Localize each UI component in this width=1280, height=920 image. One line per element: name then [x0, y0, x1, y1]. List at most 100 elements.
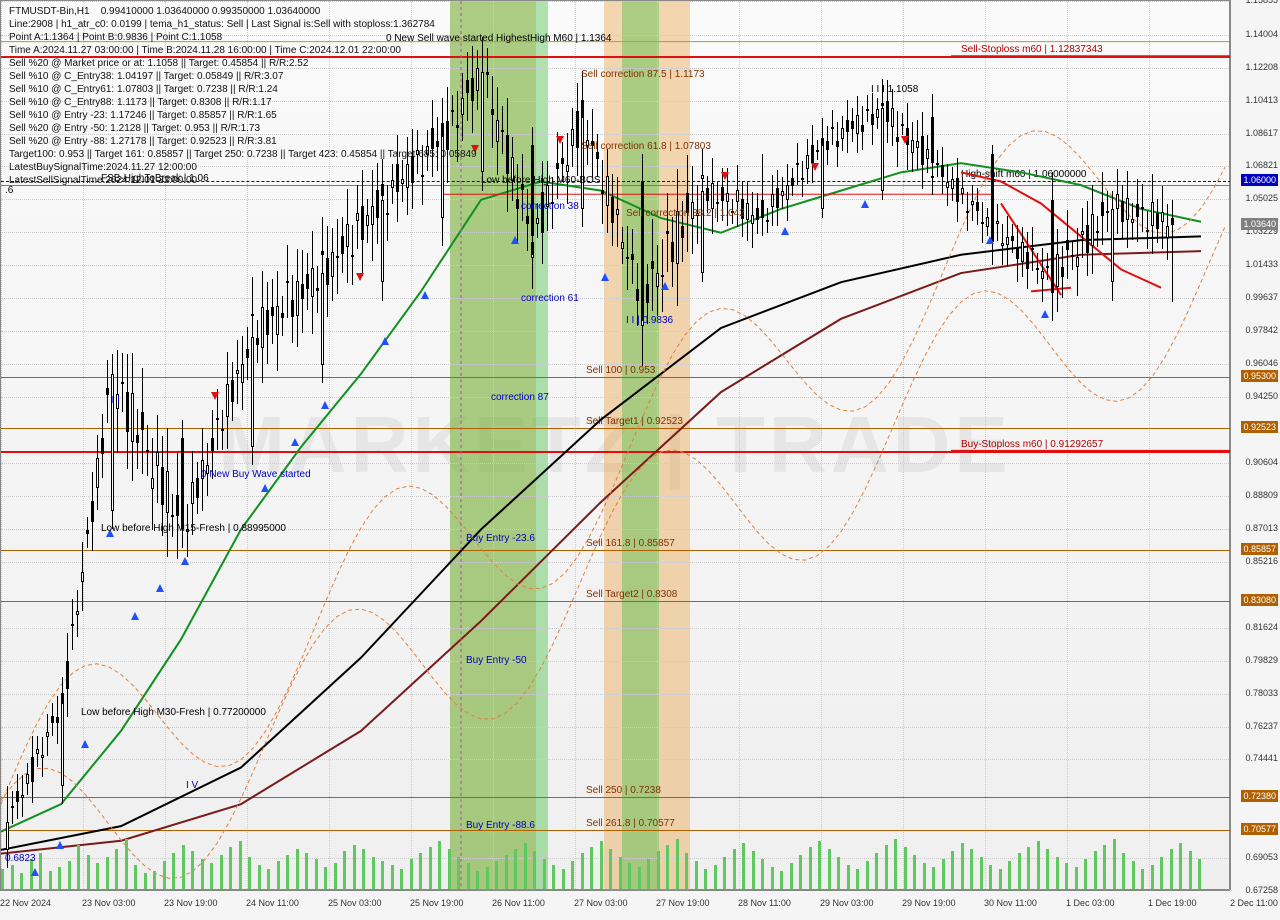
volume-bar: [315, 859, 318, 889]
volume-bar: [144, 873, 147, 889]
volume-bar: [476, 871, 479, 889]
y-tick: 0.88809: [1245, 490, 1278, 500]
signal-arrow: [381, 337, 389, 345]
volume-bar: [191, 851, 194, 889]
signal-arrow: [81, 740, 89, 748]
signal-arrow: [556, 136, 564, 144]
x-tick: 29 Nov 03:00: [820, 898, 874, 908]
x-tick: 24 Nov 11:00: [246, 898, 299, 908]
volume-bar: [486, 867, 489, 889]
y-tick: 0.79829: [1245, 655, 1278, 665]
price-tag: 0.85857: [1241, 543, 1278, 555]
volume-bar: [790, 863, 793, 889]
volume-bar: [277, 861, 280, 889]
volume-bar: [210, 863, 213, 889]
volume-bar: [856, 869, 859, 889]
x-tick: 2 Dec 11:00: [1230, 898, 1278, 908]
signal-arrow: [811, 163, 819, 171]
volume-bar: [258, 865, 261, 889]
volume-bar: [1141, 869, 1144, 889]
volume-bar: [125, 839, 128, 889]
price-tag: 1.06000: [1241, 174, 1278, 186]
y-tick: 0.99637: [1245, 292, 1278, 302]
volume-bar: [1075, 867, 1078, 889]
volume-bar: [1056, 857, 1059, 889]
info-line: Target100: 0.953 || Target 161: 0.85857 …: [9, 148, 477, 161]
volume-bar: [305, 853, 308, 889]
info-line: Sell %10 @ C_Entry38: 1.04197 || Target:…: [9, 70, 477, 83]
signal-arrow: [601, 273, 609, 281]
x-tick: 30 Nov 11:00: [984, 898, 1037, 908]
x-tick: 28 Nov 11:00: [738, 898, 791, 908]
volume-bar: [267, 869, 270, 889]
volume-bar: [866, 861, 869, 889]
volume-bar: [49, 871, 52, 889]
y-tick: 1.12208: [1245, 62, 1278, 72]
chart-annotation: Sell correction 61.8 | 1.07803: [581, 141, 711, 152]
y-tick: 0.90604: [1245, 457, 1278, 467]
volume-bar: [362, 849, 365, 889]
volume-bar: [723, 857, 726, 889]
volume-bar: [1094, 851, 1097, 889]
signal-arrow: [56, 841, 64, 849]
volume-bar: [1037, 841, 1040, 889]
chart-annotation: Low before High M15-Fresh | 0.88995000: [101, 523, 286, 534]
volume-bar: [1, 869, 4, 889]
volume-bar: [600, 841, 603, 889]
x-axis: 22 Nov 202423 Nov 03:0023 Nov 19:0024 No…: [0, 890, 1230, 920]
x-tick: 23 Nov 03:00: [82, 898, 136, 908]
volume-bar: [1046, 849, 1049, 889]
volume-bar: [999, 869, 1002, 889]
volume-bar: [1103, 845, 1106, 889]
chart-annotation: correction 38: [521, 201, 579, 212]
y-tick: 1.06821: [1245, 160, 1278, 170]
chart-annotation: Low before High M60-BOS: [481, 175, 601, 186]
signal-arrow: [721, 172, 729, 180]
volume-bar: [457, 857, 460, 889]
volume-bar: [638, 867, 641, 889]
volume-bar: [1160, 857, 1163, 889]
x-tick: 22 Nov 2024: [0, 898, 51, 908]
volume-bar: [733, 849, 736, 889]
volume-bar: [894, 839, 897, 889]
volume-bar: [647, 859, 650, 889]
info-line: Sell %20 @ Entry -88: 1.27178 || Target:…: [9, 135, 477, 148]
info-line: LatestBuySignalTime:2024.11.27 12:00:00: [9, 161, 477, 174]
volume-bar: [714, 865, 717, 889]
info-line: Point A:1.1364 | Point B:0.9836 | Point …: [9, 31, 477, 44]
volume-bar: [324, 867, 327, 889]
chart-annotation: Sell correction 38.2 | 1.042: [626, 208, 745, 219]
x-tick: 25 Nov 03:00: [328, 898, 382, 908]
volume-bar: [514, 849, 517, 889]
signal-arrow: [661, 282, 669, 290]
volume-bar: [343, 851, 346, 889]
volume-bar: [248, 857, 251, 889]
y-tick: 1.05025: [1245, 193, 1278, 203]
price-tag: 0.95300: [1241, 370, 1278, 382]
y-tick: 0.87013: [1245, 523, 1278, 533]
info-line: LatestSellSignalTime:2024.12.01 22:00:00: [9, 174, 477, 187]
chart-title: FTMUSDT-Bin,H1 0.99410000 1.03640000 0.9…: [9, 5, 477, 18]
y-tick: 0.85216: [1245, 556, 1278, 566]
chart-area[interactable]: MARKETZ | TRADE Sell-Stoploss m60 | 1.12…: [0, 0, 1230, 890]
price-tag: 0.83080: [1241, 594, 1278, 606]
volume-bar: [524, 843, 527, 889]
signal-arrow: [131, 612, 139, 620]
volume-bar: [391, 865, 394, 889]
volume-bar: [1122, 853, 1125, 889]
volume-bar: [571, 861, 574, 889]
volume-bar: [609, 849, 612, 889]
volume-bar: [552, 865, 555, 889]
volume-bar: [96, 863, 99, 889]
signal-arrow: [356, 273, 364, 281]
volume-bar: [77, 845, 80, 889]
volume-bar: [885, 845, 888, 889]
volume-bar: [467, 863, 470, 889]
current-price-tag: 1.03640: [1241, 218, 1278, 230]
volume-bar: [923, 863, 926, 889]
volume-bar: [752, 851, 755, 889]
y-tick: 0.69053: [1245, 852, 1278, 862]
signal-arrow: [901, 136, 909, 144]
volume-bar: [970, 849, 973, 889]
volume-bar: [115, 849, 118, 889]
